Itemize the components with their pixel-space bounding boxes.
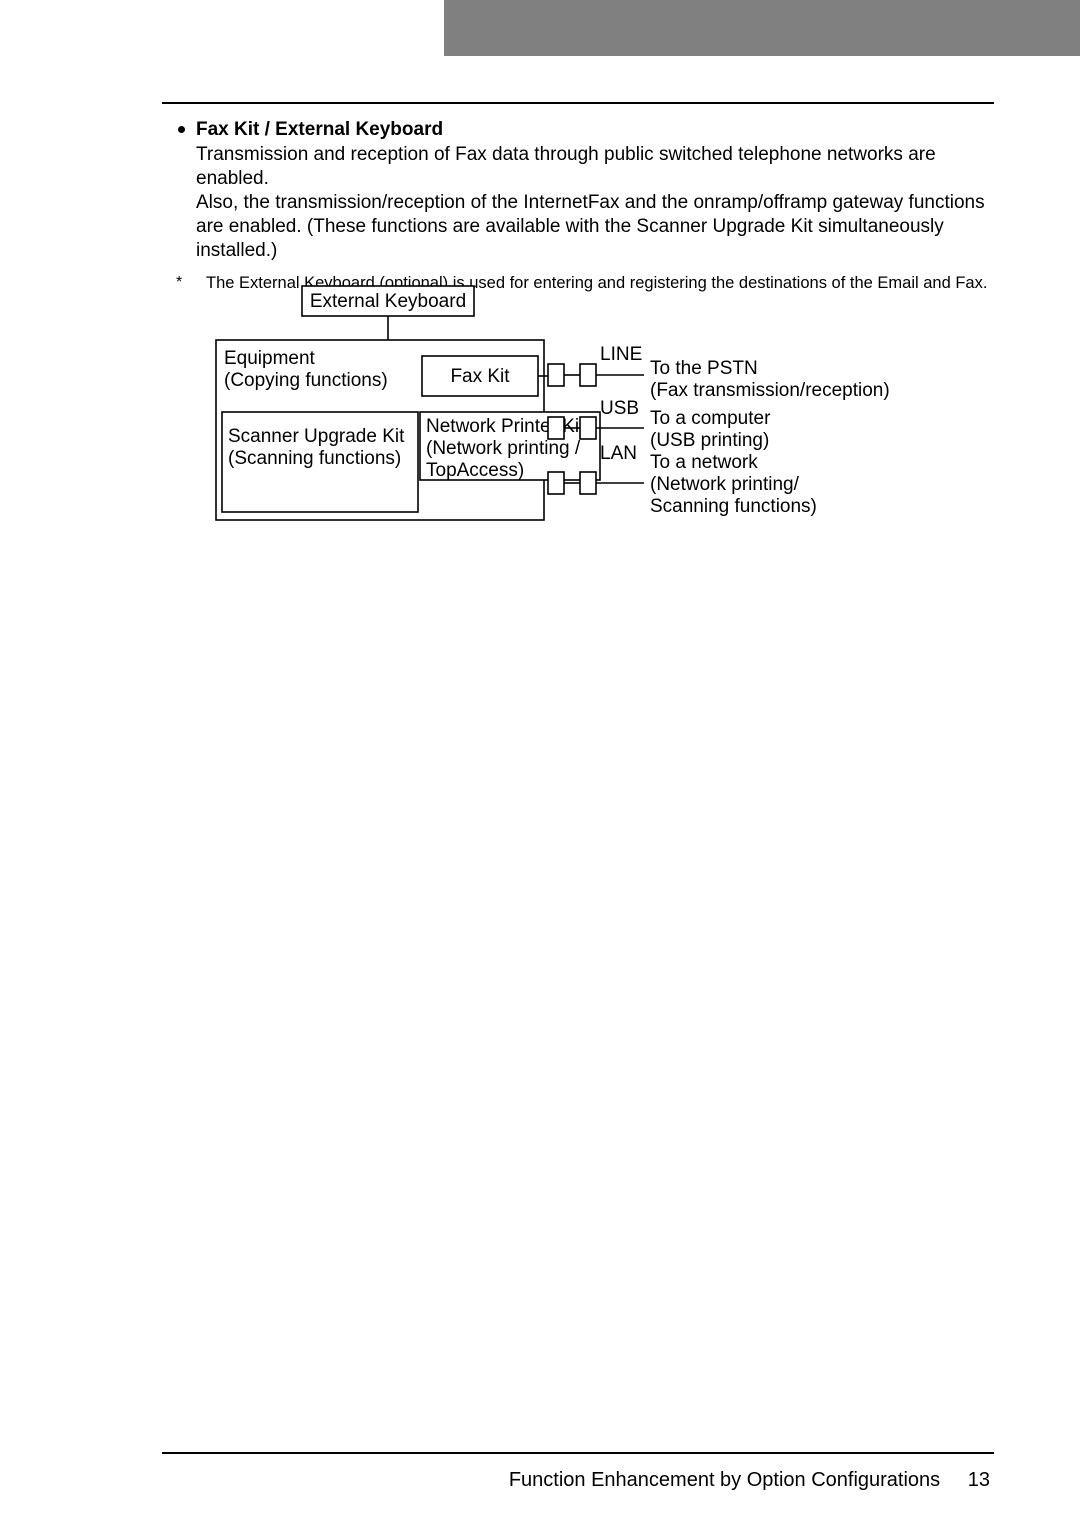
port-label-usb: USB bbox=[600, 398, 639, 419]
label-scanner-2: (Scanning functions) bbox=[228, 448, 401, 469]
header-bar bbox=[444, 0, 1080, 56]
body-text: Transmission and reception of Fax data t… bbox=[196, 143, 994, 263]
bottom-rule bbox=[162, 1452, 994, 1454]
label-equipment-1: Equipment bbox=[224, 348, 316, 369]
paragraph-1: Transmission and reception of Fax data t… bbox=[196, 143, 994, 191]
label-fax-kit: Fax Kit bbox=[450, 366, 510, 387]
dest-net-1: To a network bbox=[650, 452, 758, 473]
port-label-line: LINE bbox=[600, 344, 642, 365]
label-ext-keyboard: External Keyboard bbox=[310, 291, 466, 312]
port-usb bbox=[548, 417, 564, 439]
dest-comp-2: (USB printing) bbox=[650, 430, 769, 451]
dest-net-2: (Network printing/ bbox=[650, 474, 800, 495]
port-label-lan: LAN bbox=[600, 443, 637, 464]
ext-port-line bbox=[580, 364, 596, 386]
dest-pstn-2: (Fax transmission/reception) bbox=[650, 380, 890, 401]
ext-port-usb bbox=[580, 417, 596, 439]
note-asterisk: * bbox=[176, 273, 206, 293]
label-npk-3: TopAccess) bbox=[426, 460, 524, 481]
label-scanner-1: Scanner Upgrade Kit bbox=[228, 426, 405, 447]
footer-page: 13 bbox=[968, 1469, 990, 1492]
dest-net-3: Scanning functions) bbox=[650, 496, 817, 517]
page: Fax Kit / External Keyboard Transmission… bbox=[0, 0, 1080, 1526]
diagram-svg: External Keyboard Equipment (Copying fun… bbox=[210, 284, 990, 544]
port-fax bbox=[548, 364, 564, 386]
top-rule bbox=[162, 102, 994, 104]
paragraph-2: Also, the transmission/reception of the … bbox=[196, 191, 994, 263]
content-block: Fax Kit / External Keyboard Transmission… bbox=[174, 118, 994, 293]
section-title: Fax Kit / External Keyboard bbox=[196, 118, 443, 142]
diagram: External Keyboard Equipment (Copying fun… bbox=[210, 284, 990, 544]
dest-comp-1: To a computer bbox=[650, 408, 771, 429]
bullet-row: Fax Kit / External Keyboard bbox=[174, 118, 994, 142]
footer: Function Enhancement by Option Configura… bbox=[509, 1469, 990, 1492]
label-equipment-2: (Copying functions) bbox=[224, 370, 388, 391]
ext-port-lan bbox=[580, 472, 596, 494]
footer-title: Function Enhancement by Option Configura… bbox=[509, 1469, 940, 1491]
label-npk-2: (Network printing / bbox=[426, 438, 581, 459]
dest-pstn-1: To the PSTN bbox=[650, 358, 758, 379]
bullet-icon bbox=[174, 118, 196, 142]
